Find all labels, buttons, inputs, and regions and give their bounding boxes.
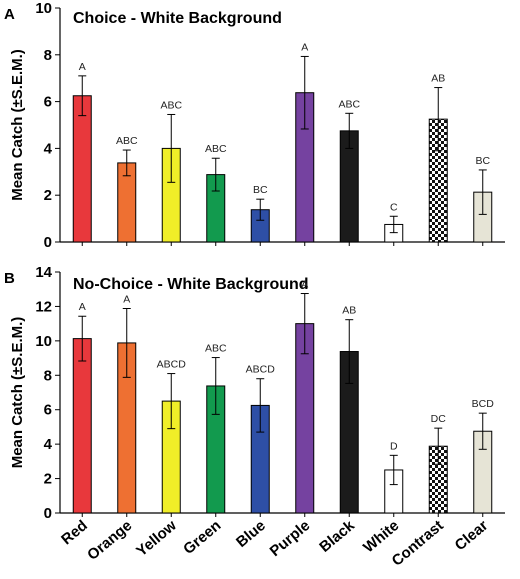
significance-letter-orange: A — [123, 293, 130, 305]
x-tick-label-purple: Purple — [267, 517, 314, 560]
significance-letter-red: A — [79, 301, 86, 313]
chart-panel-b: 0 2 4 6 8 10 12 14 Mean Catch (±S.E.M.) B No-Choic… — [4, 264, 505, 570]
significance-letter-green: ABC — [205, 343, 227, 355]
y-axis-label: Mean Catch (±S.E.M.) — [9, 317, 26, 469]
chart-panel-a: 0 2 4 6 8 10 Mean Catch (±S.E.M.) A Choice - Whi… — [4, 0, 505, 251]
significance-letter-clear: BCD — [472, 398, 495, 410]
y-tick-label: 0 — [44, 234, 52, 251]
significance-letter-purple: A — [301, 41, 308, 53]
significance-letter-contrast: DC — [431, 413, 447, 425]
x-tick-label-black: Black — [316, 517, 358, 556]
significance-letter-contrast: AB — [431, 73, 445, 85]
y-tick-label: 0 — [44, 505, 52, 522]
significance-letter-green: ABC — [205, 143, 227, 155]
panel-letter: A — [4, 6, 15, 23]
bar-red — [72, 338, 92, 514]
y-axis-label: Mean Catch (±S.E.M.) — [9, 49, 26, 201]
x-tick-label-blue: Blue — [233, 517, 269, 551]
significance-letter-orange: ABC — [116, 135, 138, 147]
bar-red — [72, 95, 92, 243]
significance-letter-yellow: ABCD — [157, 359, 187, 371]
y-tick-label: 4 — [44, 436, 53, 453]
x-tick-label-red: Red — [58, 517, 91, 548]
y-tick-label: 14 — [35, 264, 52, 281]
y-tick-label: 10 — [35, 333, 52, 350]
y-tick-label: 12 — [35, 298, 52, 315]
significance-letter-clear: BC — [475, 155, 490, 167]
significance-letter-black: ABC — [338, 98, 360, 110]
y-tick-label: 6 — [44, 94, 52, 111]
panel-title: Choice - White Background — [73, 10, 282, 27]
significance-letter-white: C — [390, 201, 398, 213]
y-tick-label: 4 — [44, 140, 53, 157]
y-tick-label: 2 — [44, 187, 52, 204]
significance-letter-yellow: ABC — [160, 99, 182, 111]
panel-title: No-Choice - White Background — [73, 276, 309, 293]
x-tick-label-yellow: Yellow — [133, 517, 180, 560]
x-tick-label-green: Green — [180, 517, 224, 558]
y-tick-label: 10 — [35, 0, 52, 17]
significance-letter-red: A — [79, 61, 86, 73]
significance-letter-blue: BC — [253, 184, 268, 196]
x-tick-label-orange: Orange — [84, 517, 135, 564]
y-tick-label: 8 — [44, 47, 52, 64]
x-tick-label-clear: Clear — [452, 517, 492, 554]
y-tick-label: 6 — [44, 402, 52, 419]
y-tick-label: 2 — [44, 471, 52, 488]
y-tick-label: 8 — [44, 367, 52, 384]
significance-letter-blue: ABCD — [246, 364, 276, 376]
significance-letter-black: AB — [342, 305, 356, 317]
significance-letter-purple: A — [301, 279, 308, 291]
significance-letter-white: D — [390, 440, 398, 452]
panel-letter: B — [4, 270, 15, 287]
